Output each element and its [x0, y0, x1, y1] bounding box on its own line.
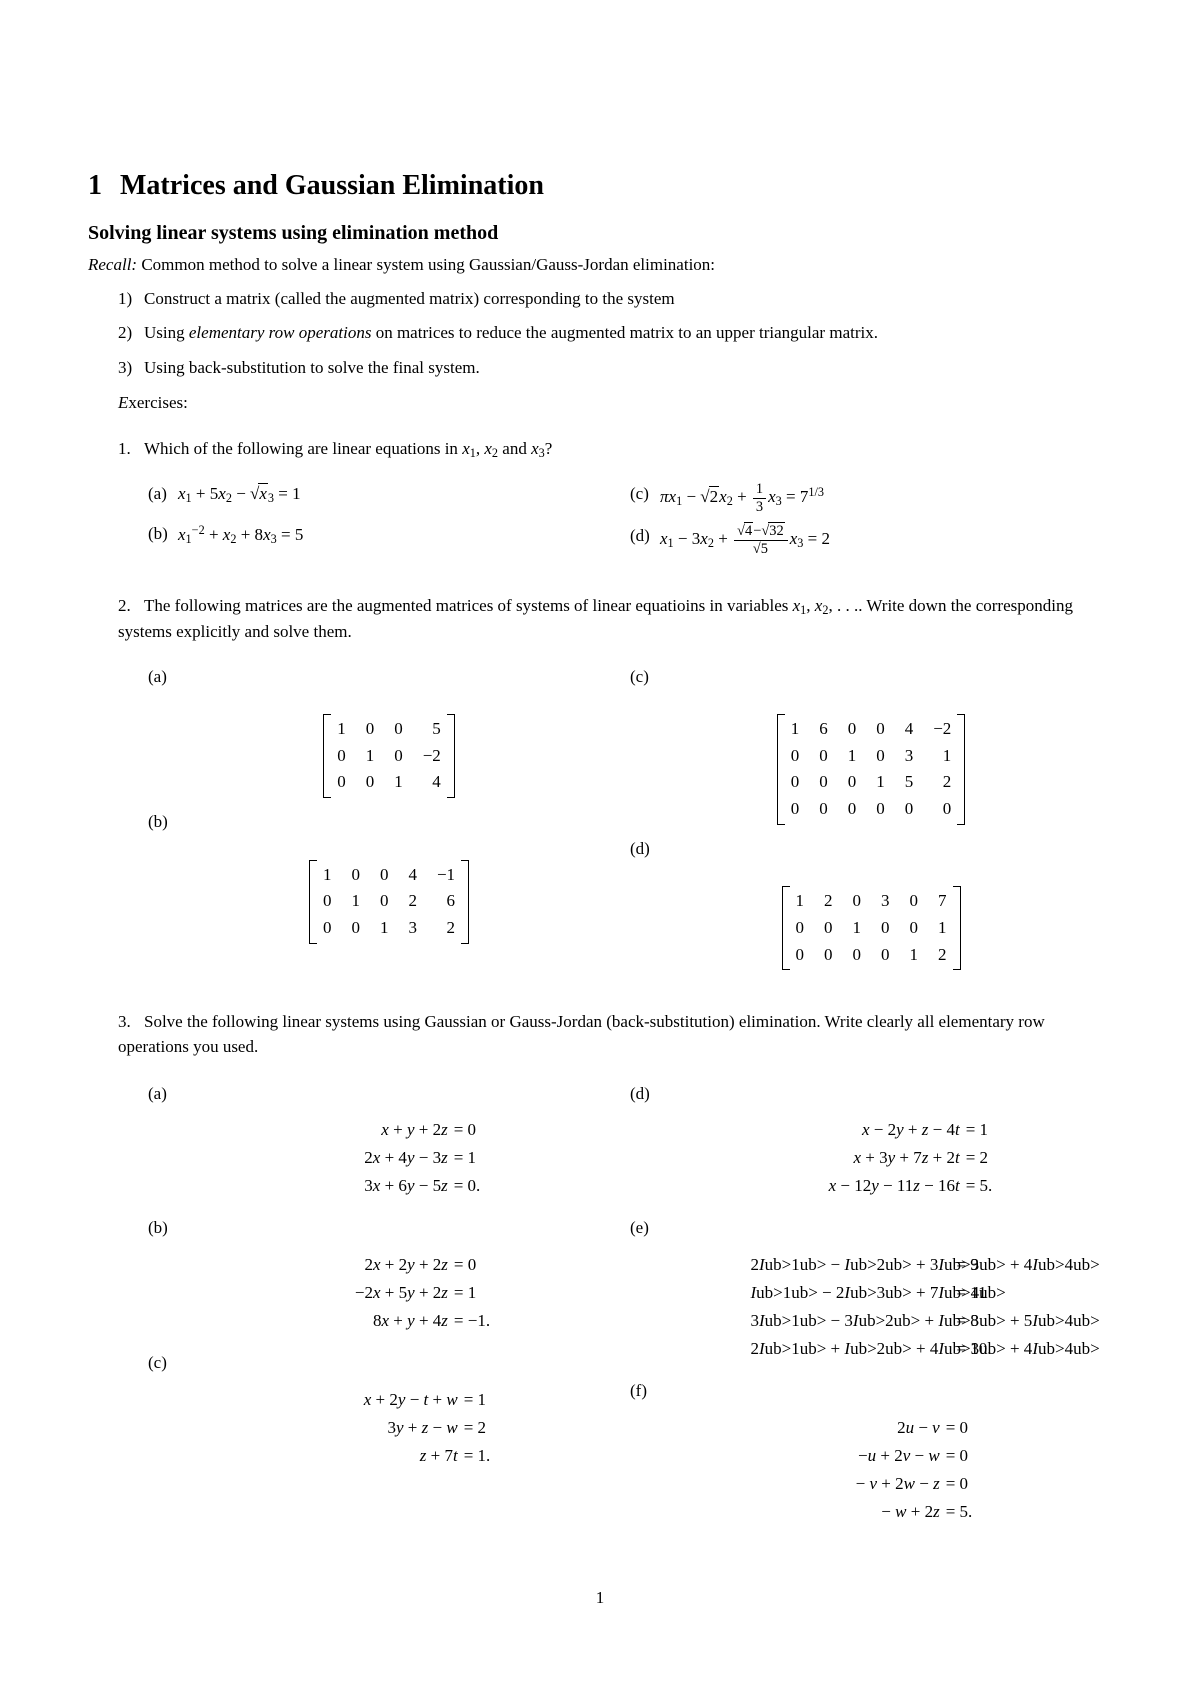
problems-list: 1.Which of the following are linear equa… — [118, 437, 1112, 1543]
q3-right-column: (d) x − 2y + z − 4t= 1x + 3y + 7z + 2t= … — [630, 1076, 1112, 1542]
q2-right-column: (c) 16004−2001031000152000000 (d) 120307… — [630, 659, 1112, 983]
q3-d: (d) — [630, 1082, 1112, 1107]
section-title: Matrices and Gaussian Elimination — [120, 170, 544, 201]
matrix-a: 1005010−20014 — [148, 699, 630, 796]
q3-c: (c) — [148, 1351, 630, 1376]
q1-a: (a)x1 + 5x2 − x3 = 1 — [148, 482, 630, 508]
system-e: 2Iub>1ub> − Iub>2ub> + 3Iub>3ub> + 4Iub>… — [750, 1251, 991, 1363]
recall-label: Recall: — [88, 255, 137, 274]
step-1: 1)Construct a matrix (called the augment… — [118, 287, 1112, 312]
q2-left-column: (a) 1005010−20014 (b) 1004−10102600132 — [118, 659, 630, 983]
section-number: 1 — [88, 170, 102, 201]
q1-right-column: (c)πx1 − 2x2 + 13x3 = 71/3 (d)x1 − 3x2 +… — [630, 476, 1112, 566]
q2-b: (b) — [148, 810, 630, 835]
q1-d: (d)x1 − 3x2 + 4−325x3 = 2 — [630, 524, 1112, 556]
q2-c: (c) — [630, 665, 1112, 690]
q2-d: (d) — [630, 837, 1112, 862]
problem-1: 1.Which of the following are linear equa… — [118, 437, 1112, 567]
q3-left-column: (a) x + y + 2z= 02x + 4y − 3z= 13x + 6y … — [118, 1076, 630, 1542]
system-c: x + 2y − t + w= 13y + z − w= 2z + 7t= 1. — [288, 1386, 491, 1470]
matrix-d: 120307001001000012 — [630, 871, 1112, 968]
q1-c: (c)πx1 − 2x2 + 13x3 = 71/3 — [630, 482, 1112, 514]
q3-a: (a) — [148, 1082, 630, 1107]
q1-left-column: (a)x1 + 5x2 − x3 = 1 (b)x1−2 + x2 + 8x3 … — [118, 476, 630, 566]
step-2: 2)Using elementary row operations on mat… — [118, 321, 1112, 346]
system-f: 2u − v = 0−u + 2v − w = 0− v + 2w − z = … — [770, 1414, 973, 1526]
system-a: x + y + 2z= 02x + 4y − 3z= 13x + 6y − 5z… — [298, 1116, 481, 1200]
recall-text: Common method to solve a linear system u… — [141, 255, 715, 274]
q3-f: (f) — [630, 1379, 1112, 1404]
q2-a: (a) — [148, 665, 630, 690]
page: 1 Matrices and Gaussian Elimination Solvi… — [0, 0, 1200, 1648]
matrix-b: 1004−10102600132 — [148, 845, 630, 942]
method-steps: 1)Construct a matrix (called the augment… — [118, 287, 1112, 381]
problem-2: 2.The following matrices are the augment… — [118, 594, 1112, 982]
q3-e: (e) — [630, 1216, 1112, 1241]
problem-3: 3.Solve the following linear systems usi… — [118, 1010, 1112, 1542]
matrix-c: 16004−2001031000152000000 — [630, 699, 1112, 823]
q3-b: (b) — [148, 1216, 630, 1241]
system-b: 2x + 2y + 2z= 0−2x + 5y + 2z= 18x + y + … — [288, 1251, 490, 1335]
recall-paragraph: Recall: Common method to solve a linear … — [88, 253, 1112, 277]
exercises-label: Exercises: — [118, 391, 1112, 415]
page-number: 1 — [88, 1588, 1112, 1608]
section-heading: 1 Matrices and Gaussian Elimination — [88, 170, 1112, 202]
system-d: x − 2y + z − 4t= 1x + 3y + 7z + 2t= 2x −… — [750, 1116, 993, 1200]
subsection-heading: Solving linear systems using elimination… — [88, 222, 1112, 245]
step-3: 3)Using back-substitution to solve the f… — [118, 356, 1112, 381]
q1-b: (b)x1−2 + x2 + 8x3 = 5 — [148, 522, 630, 549]
